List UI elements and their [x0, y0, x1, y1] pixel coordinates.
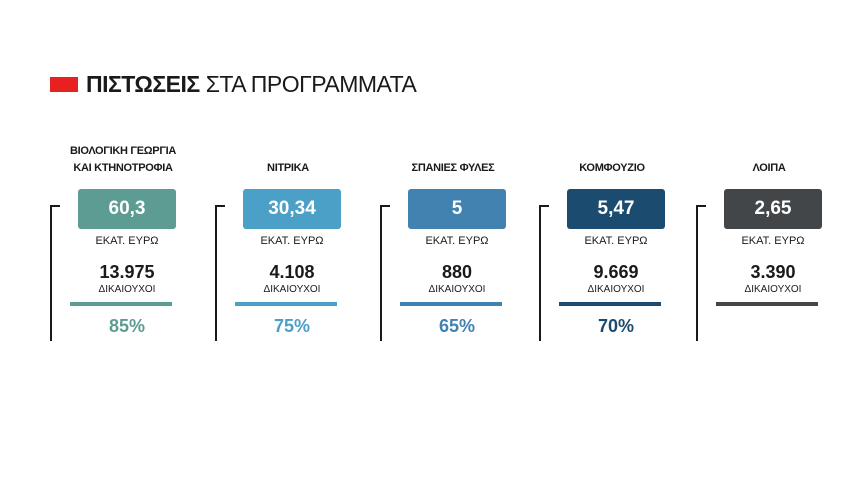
value-box: 60,3 — [78, 189, 176, 229]
program-column: ΚΟΜΦΟΥΖΙΟ 5,47 ΕΚΑΤ. ΕΥΡΩ 9.669 ΔΙΚΑΙΟΥΧ… — [537, 0, 687, 500]
beneficiaries-label: ΔΙΚΑΙΟΥΧΟΙ — [744, 284, 802, 295]
beneficiaries-label: ΔΙΚΑΙΟΥΧΟΙ — [587, 284, 645, 295]
bracket-line — [539, 205, 549, 341]
program-column: ΒΙΟΛΟΓΙΚΗ ΓΕΩΡΓΙΑ ΚΑΙ ΚΤΗΝΟΤΡΟΦΙΑ 60,3 Ε… — [48, 0, 198, 500]
program-column: ΣΠΑΝΙΕΣ ΦΥΛΕΣ 5 ΕΚΑΤ. ΕΥΡΩ 880 ΔΙΚΑΙΟΥΧΟ… — [378, 0, 528, 500]
program-column: ΝΙΤΡΙΚΑ 30,34 ΕΚΑΤ. ΕΥΡΩ 4.108 ΔΙΚΑΙΟΥΧΟ… — [213, 0, 363, 500]
beneficiaries-label: ΔΙΚΑΙΟΥΧΟΙ — [98, 284, 156, 295]
value-unit: ΕΚΑΤ. ΕΥΡΩ — [741, 235, 805, 247]
program-title: ΒΙΟΛΟΓΙΚΗ ΓΕΩΡΓΙΑ ΚΑΙ ΚΤΗΝΟΤΡΟΦΙΑ — [48, 143, 198, 177]
value-unit: ΕΚΑΤ. ΕΥΡΩ — [584, 235, 648, 247]
beneficiaries-label: ΔΙΚΑΙΟΥΧΟΙ — [428, 284, 486, 295]
percentage: 65% — [438, 316, 476, 336]
program-title: ΝΙΤΡΙΚΑ — [267, 162, 309, 174]
value-unit: ΕΚΑΤ. ΕΥΡΩ — [260, 235, 324, 247]
value-box: 30,34 — [243, 189, 341, 229]
program-title-line2: ΚΑΙ ΚΤΗΝΟΤΡΟΦΙΑ — [73, 162, 173, 174]
color-rule — [716, 302, 818, 306]
beneficiaries-count: 880 — [441, 262, 473, 282]
beneficiaries-count: 3.390 — [750, 262, 796, 282]
color-rule — [235, 302, 337, 306]
header-title-rest: ΣΤΑ ΠΡΟΓΡΑΜΜΑΤΑ — [205, 70, 417, 97]
value-unit: ΕΚΑΤ. ΕΥΡΩ — [425, 235, 489, 247]
bracket-line — [696, 205, 706, 341]
color-rule — [70, 302, 172, 306]
percentage: 75% — [273, 316, 311, 336]
color-rule — [559, 302, 661, 306]
beneficiaries-count: 4.108 — [269, 262, 315, 282]
bracket-line — [215, 205, 225, 341]
program-title-line1: ΒΙΟΛΟΓΙΚΗ ΓΕΩΡΓΙΑ — [69, 145, 177, 157]
value-box: 2,65 — [724, 189, 822, 229]
color-rule — [400, 302, 502, 306]
header-title-bold: ΠΙΣΤΩΣΕΙΣ — [86, 70, 200, 97]
beneficiaries-count: 13.975 — [99, 262, 155, 282]
value-box: 5 — [408, 189, 506, 229]
program-title: ΛΟΙΠΑ — [752, 162, 786, 174]
red-marker-icon — [50, 76, 78, 92]
percentage: 70% — [597, 316, 635, 336]
bracket-line — [380, 205, 390, 341]
value-unit: ΕΚΑΤ. ΕΥΡΩ — [95, 235, 159, 247]
beneficiaries-count: 9.669 — [593, 262, 639, 282]
value-box: 5,47 — [567, 189, 665, 229]
bracket-line — [50, 205, 60, 341]
beneficiaries-label: ΔΙΚΑΙΟΥΧΟΙ — [263, 284, 321, 295]
page-header: ΠΙΣΤΩΣΕΙΣ ΣΤΑ ΠΡΟΓΡΑΜΜΑΤΑ — [50, 68, 417, 100]
program-column: ΛΟΙΠΑ 2,65 ΕΚΑΤ. ΕΥΡΩ 3.390 ΔΙΚΑΙΟΥΧΟΙ — [694, 0, 844, 500]
percentage: 85% — [108, 316, 146, 336]
program-title: ΚΟΜΦΟΥΖΙΟ — [579, 162, 645, 174]
program-title: ΣΠΑΝΙΕΣ ΦΥΛΕΣ — [411, 162, 495, 174]
